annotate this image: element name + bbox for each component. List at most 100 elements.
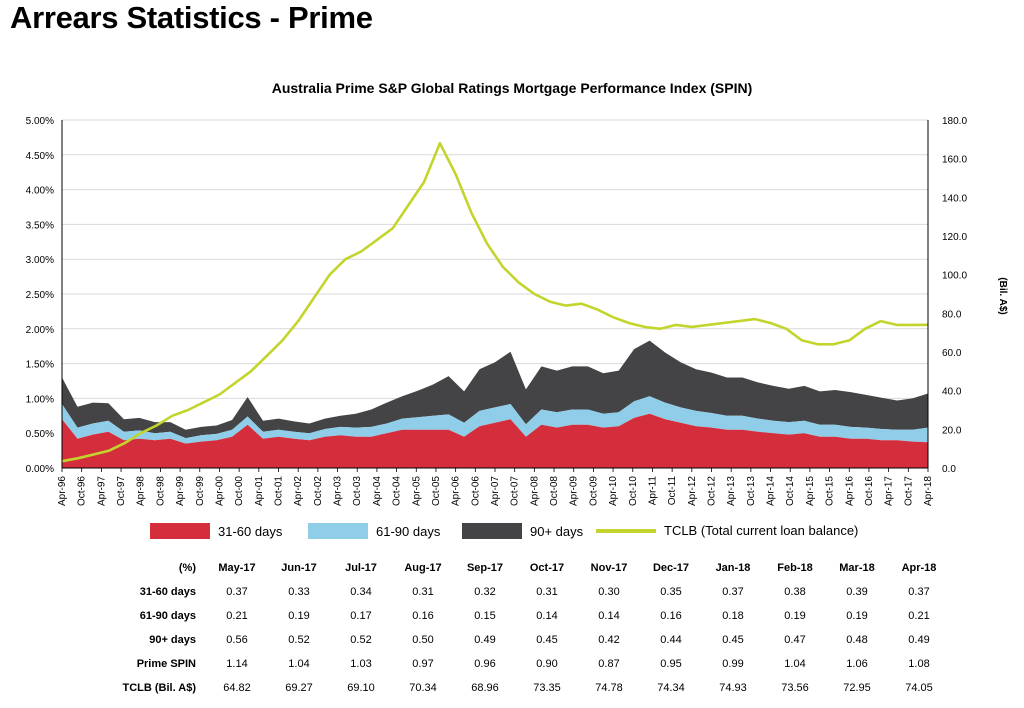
table-cell: 0.42 xyxy=(598,634,620,646)
table-cell: 0.38 xyxy=(784,586,806,598)
legend-swatch-90plus xyxy=(462,523,522,539)
table-row-label: TCLB (Bil. A$) xyxy=(122,682,196,694)
table-row: 31-60 days 0.37 0.33 0.34 0.31 0.32 0.31 0.30 0.… xyxy=(104,580,950,604)
x-tick-label: Apr-17 xyxy=(884,476,895,506)
left-tick-label: 0.50% xyxy=(26,429,54,440)
left-tick-label: 2.00% xyxy=(26,325,54,336)
x-tick-label: Oct-10 xyxy=(628,476,639,506)
x-tick-label: Oct-99 xyxy=(195,476,206,506)
table-cell: 0.32 xyxy=(474,586,496,598)
right-tick-label: 120.0 xyxy=(942,232,967,243)
x-tick-label: Apr-97 xyxy=(96,476,107,506)
x-tick-label: Apr-16 xyxy=(844,476,855,506)
table-cell: 0.44 xyxy=(660,634,682,646)
table-cell: 0.90 xyxy=(536,658,558,670)
table-col-header: Jan-18 xyxy=(715,562,751,574)
left-tick-label: 2.50% xyxy=(26,290,54,301)
table-cell: 74.93 xyxy=(719,682,747,694)
table-cell: 0.97 xyxy=(412,658,434,670)
table-cell: 0.37 xyxy=(226,586,248,598)
legend-item-tclb: TCLB (Total current loan balance) xyxy=(596,523,858,538)
left-tick-label: 3.50% xyxy=(26,220,54,231)
table-cell: 1.03 xyxy=(350,658,372,670)
table-cell: 0.47 xyxy=(784,634,806,646)
table-cell: 68.96 xyxy=(471,682,499,694)
x-axis-ticks: Apr-96 Oct-96 Apr-97 Oct-97 Apr-98 Oct-98 Apr-… xyxy=(57,468,934,506)
stats-table: (%) May-17 Jun-17 Jul-17 Aug-17 Sep-17 O… xyxy=(104,556,950,700)
x-tick-label: Oct-06 xyxy=(470,476,481,506)
tclb-line-group xyxy=(61,141,929,463)
legend: 31-60 days 61-90 days 90+ days TCLB (Tot… xyxy=(150,523,910,545)
left-tick-label: 0.00% xyxy=(26,464,54,475)
x-tick-label: Apr-07 xyxy=(490,476,501,506)
table-cell: 0.52 xyxy=(350,634,372,646)
area-31-60-days xyxy=(62,413,928,468)
table-cell: 0.45 xyxy=(722,634,744,646)
x-tick-label: Apr-18 xyxy=(923,476,934,506)
x-tick-label: Apr-05 xyxy=(411,476,422,506)
table-cell: 0.34 xyxy=(350,586,372,598)
right-tick-label: 20.0 xyxy=(942,425,962,436)
table-cell: 1.04 xyxy=(784,658,806,670)
x-tick-label: Oct-03 xyxy=(352,476,363,506)
table-cell: 1.04 xyxy=(288,658,310,670)
right-tick-label: 0.0 xyxy=(942,464,956,475)
table-row: 61-90 days 0.21 0.19 0.17 0.16 0.15 0.14 0.14 0.… xyxy=(104,604,950,628)
table-header-label: (%) xyxy=(178,562,196,574)
table-cell: 0.48 xyxy=(846,634,868,646)
stats-table-body: 31-60 days 0.37 0.33 0.34 0.31 0.32 0.31 0.30 0.… xyxy=(104,580,950,700)
legend-label-90plus: 90+ days xyxy=(530,523,584,539)
x-tick-label: Apr-09 xyxy=(569,476,580,506)
x-tick-label: Oct-15 xyxy=(825,476,836,506)
x-tick-label: Oct-97 xyxy=(116,476,127,506)
table-cell: 0.31 xyxy=(536,586,558,598)
table-header-row: (%) May-17 Jun-17 Jul-17 Aug-17 Sep-17 O… xyxy=(104,556,950,580)
x-tick-label: Apr-01 xyxy=(254,476,265,506)
table-col-header: Jul-17 xyxy=(345,562,377,574)
x-tick-label: Apr-03 xyxy=(333,476,344,506)
legend-item-90plus: 90+ days xyxy=(462,523,583,539)
right-tick-label: 180.0 xyxy=(942,116,967,127)
x-tick-label: Apr-04 xyxy=(372,476,383,506)
table-cell: 0.21 xyxy=(226,610,248,622)
legend-swatch-61-90 xyxy=(308,523,368,539)
x-tick-label: Apr-15 xyxy=(805,476,816,506)
x-tick-label: Apr-00 xyxy=(214,476,225,506)
table-cell: 74.78 xyxy=(595,682,623,694)
table-row: TCLB (Bil. A$) 64.82 69.27 69.10 70.34 68.96 7… xyxy=(104,676,950,700)
x-tick-label: Oct-07 xyxy=(510,476,521,506)
legend-swatch-31-60 xyxy=(150,523,210,539)
right-tick-label: 60.0 xyxy=(942,348,962,359)
table-cell: 0.30 xyxy=(598,586,620,598)
x-tick-label: Oct-13 xyxy=(746,476,757,506)
page-title: Arrears Statistics - Prime xyxy=(10,0,373,35)
table-cell: 73.35 xyxy=(533,682,561,694)
area-61-90-days xyxy=(62,396,928,444)
table-cell: 0.50 xyxy=(412,634,434,646)
table-cell: 0.39 xyxy=(846,586,868,598)
spin-chart: 0.00% 0.50% 1.00% 1.50% 2.00% 2.50% 3.00% 3.50%… xyxy=(26,116,1008,506)
table-cell: 0.14 xyxy=(536,610,558,622)
table-row-label: 31-60 days xyxy=(139,586,196,598)
table-cell: 0.19 xyxy=(288,610,310,622)
table-cell: 64.82 xyxy=(223,682,251,694)
table-cell: 0.19 xyxy=(784,610,806,622)
table-cell: 0.14 xyxy=(598,610,620,622)
table-col-header: Jun-17 xyxy=(281,562,317,574)
x-tick-label: Oct-08 xyxy=(549,476,560,506)
table-row-label: 61-90 days xyxy=(139,610,196,622)
x-tick-label: Apr-11 xyxy=(647,476,658,506)
x-tick-label: Oct-17 xyxy=(903,476,914,506)
table-cell: 1.08 xyxy=(908,658,930,670)
x-tick-label: Oct-16 xyxy=(864,476,875,506)
x-tick-label: Apr-13 xyxy=(726,476,737,506)
table-cell: 0.45 xyxy=(536,634,558,646)
right-axis-label: (Bil. A$) xyxy=(997,277,1008,314)
table-cell: 0.31 xyxy=(412,586,434,598)
legend-item-31-60: 31-60 days xyxy=(150,523,282,539)
chart-title: Australia Prime S&P Global Ratings Mortg… xyxy=(271,80,753,96)
table-cell: 0.37 xyxy=(722,586,744,598)
table-row: Prime SPIN 1.14 1.04 1.03 0.97 0.96 0.90 0.87 0.… xyxy=(104,652,950,676)
left-tick-label: 4.50% xyxy=(26,151,54,162)
table-cell: 0.96 xyxy=(474,658,496,670)
